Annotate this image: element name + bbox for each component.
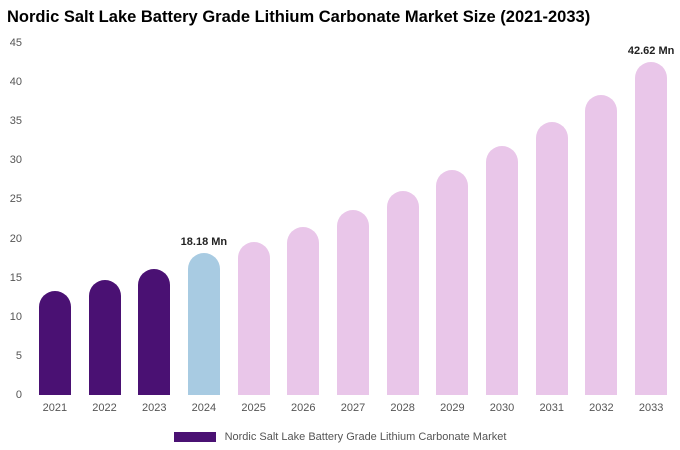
bar-group-2021: 2021: [30, 43, 80, 414]
bar-2023[interactable]: [138, 269, 171, 395]
x-tick-label: 2024: [191, 402, 217, 414]
bar-2030[interactable]: [486, 146, 519, 395]
y-tick-label: 25: [9, 193, 22, 206]
x-tick-label: 2031: [539, 402, 564, 414]
bar-2026[interactable]: [287, 226, 320, 395]
x-tick-label: 2025: [241, 402, 266, 414]
bar-2033[interactable]: [635, 61, 668, 395]
bar-group-2022: 2022: [80, 43, 130, 414]
legend-label: Nordic Salt Lake Battery Grade Lithium C…: [224, 431, 507, 443]
y-tick-label: 30: [9, 154, 22, 167]
bar-2027[interactable]: [336, 209, 369, 395]
x-tick-label: 2026: [291, 402, 316, 414]
bar-group-2032: 2032: [577, 43, 627, 414]
plot-area: 0 5 10 15 20 25 30 35 40 45 2021 2022 2023 18.18 Mn 2…: [10, 37, 676, 414]
bar-group-2026: 2026: [278, 43, 328, 414]
y-tick-label: 10: [9, 310, 22, 323]
x-tick-label: 2032: [589, 402, 614, 414]
bar-group-2024: 18.18 Mn 2024: [179, 43, 229, 414]
bar-group-2025: 2025: [229, 43, 279, 414]
x-tick-label: 2022: [92, 402, 117, 414]
bars-area: 2021 2022 2023 18.18 Mn 2024 2025 2026 2027 2028…: [30, 43, 676, 414]
x-tick-label: 2033: [638, 402, 664, 414]
x-tick-label: 2029: [440, 402, 465, 414]
bar-group-2029: 2029: [428, 43, 478, 414]
bar-group-2023: 2023: [129, 43, 179, 414]
y-axis: 0 5 10 15 20 25 30 35 40 45: [0, 37, 26, 401]
x-tick-label: 2027: [340, 402, 366, 414]
bar-2024[interactable]: [187, 252, 220, 395]
x-tick-label: 2021: [42, 402, 68, 414]
bar-2029[interactable]: [436, 169, 469, 395]
bar-group-2030: 2030: [477, 43, 527, 414]
value-label: 42.62 Mn: [627, 44, 675, 57]
bar-2022[interactable]: [88, 280, 121, 395]
x-tick-label: 2030: [489, 402, 515, 414]
chart-title: Nordic Salt Lake Battery Grade Lithium C…: [7, 8, 591, 26]
bar-2025[interactable]: [237, 242, 270, 395]
legend: Nordic Salt Lake Battery Grade Lithium C…: [0, 431, 680, 443]
legend-swatch: [173, 432, 216, 442]
bar-2028[interactable]: [386, 190, 419, 395]
y-tick-label: 20: [9, 232, 22, 245]
y-tick-label: 40: [9, 76, 22, 89]
bar-group-2033: 42.62 Mn 2033: [626, 43, 676, 414]
bar-group-2031: 2031: [527, 43, 577, 414]
bar-2032[interactable]: [585, 94, 618, 395]
y-tick-label: 5: [15, 349, 22, 362]
bar-2021[interactable]: [38, 290, 71, 395]
y-tick-label: 15: [9, 271, 22, 284]
y-tick-label: 35: [9, 115, 22, 128]
x-tick-label: 2028: [390, 402, 415, 414]
y-tick-label: 0: [15, 389, 22, 401]
y-tick-label: 45: [9, 37, 22, 49]
value-label: 18.18 Mn: [180, 235, 228, 248]
bar-2031[interactable]: [535, 122, 568, 395]
x-tick-label: 2023: [141, 402, 167, 414]
bar-group-2027: 2027: [328, 43, 378, 414]
bar-group-2028: 2028: [378, 43, 428, 414]
